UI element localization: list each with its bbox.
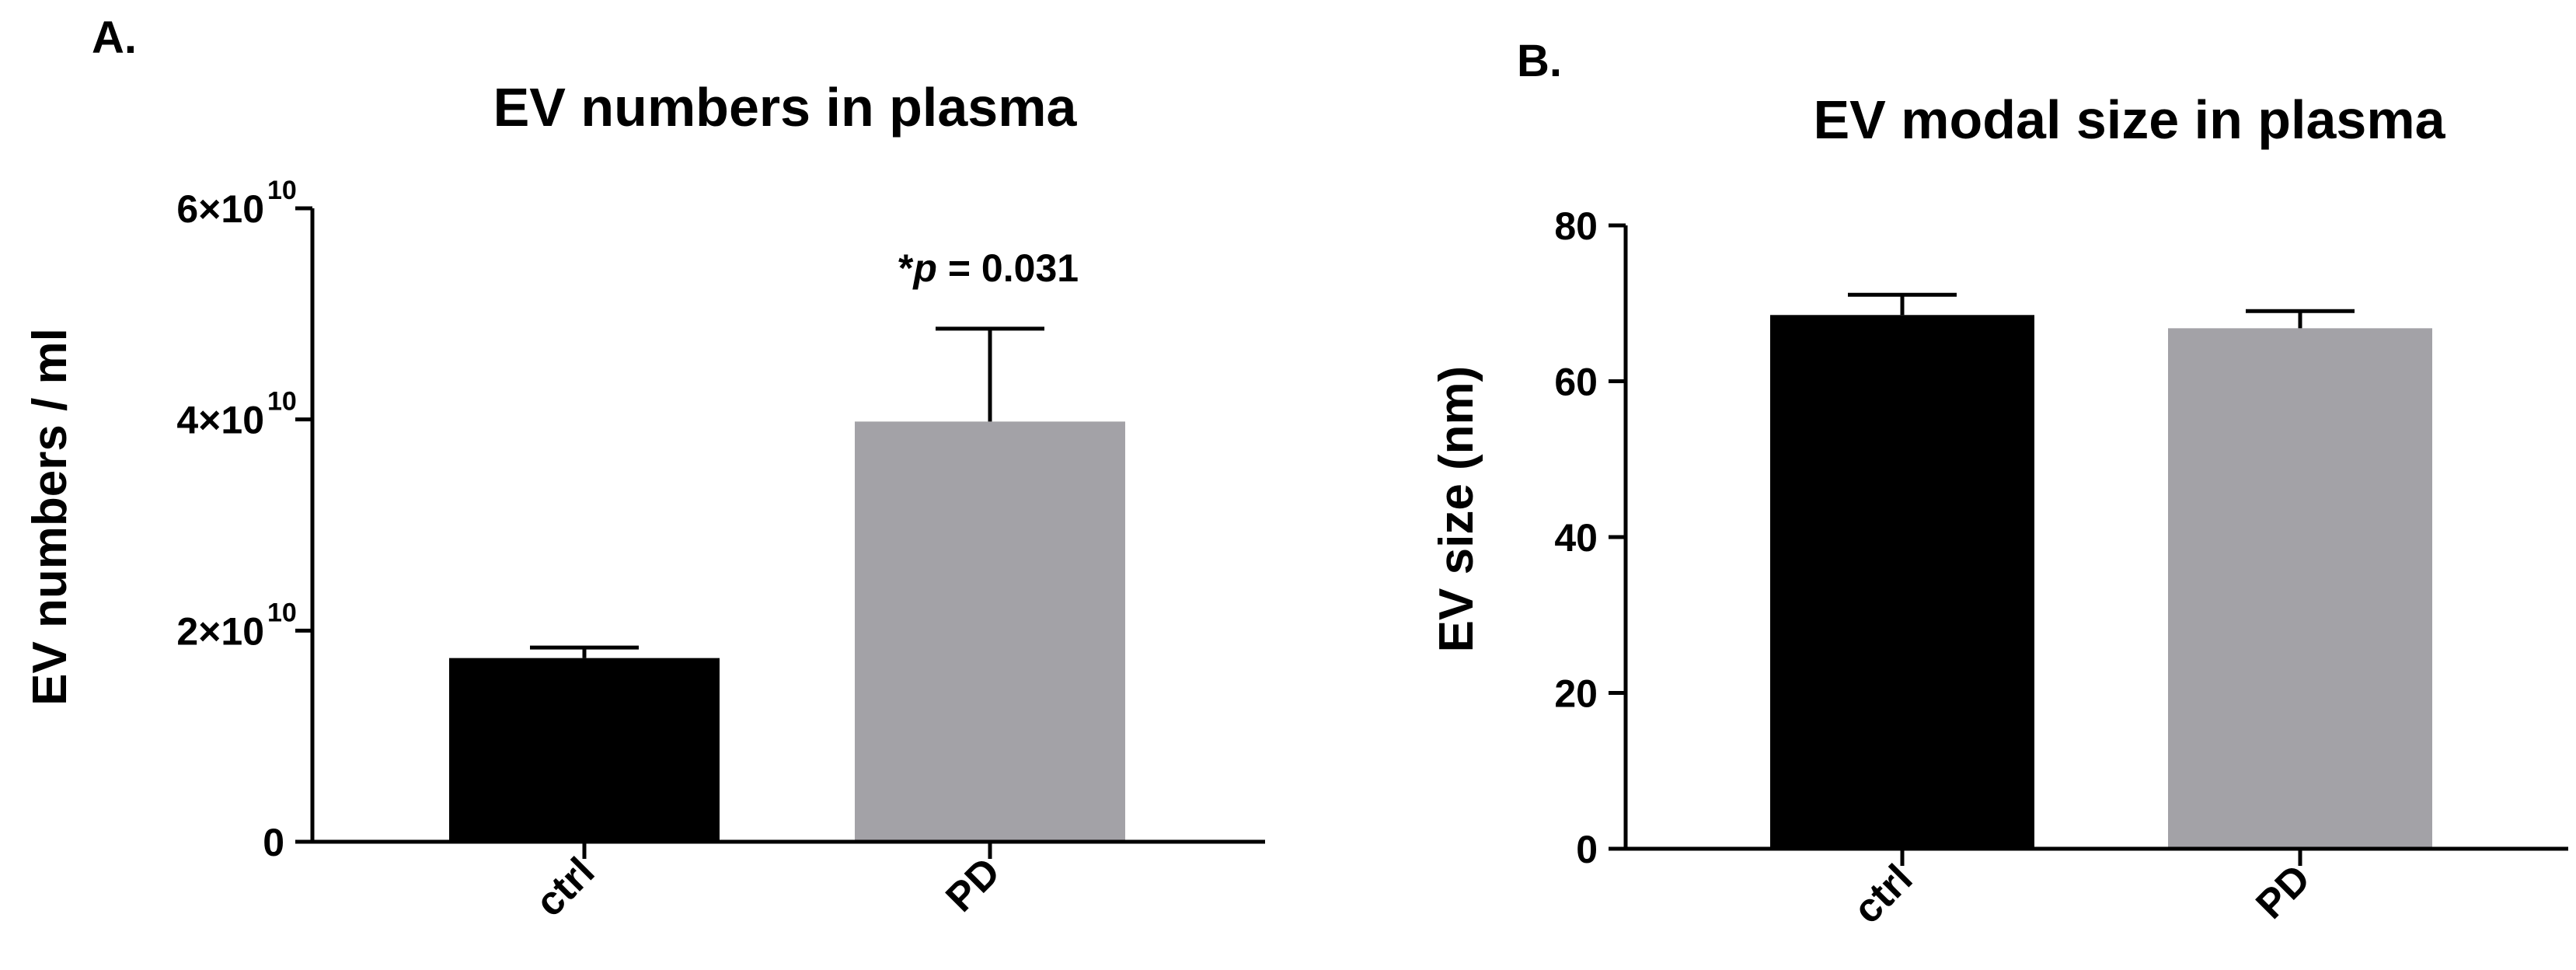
panel-label-a: A. [92,12,137,63]
chart-b-y-tick-label: 20 [1554,672,1598,716]
chart-a-significance-annotation: *p = 0.031 [898,246,1079,290]
chart-a-y-tick-label: 2×10 [176,609,264,653]
chart-b-bar-pd [2168,328,2432,850]
chart-b-bar-ctrl [1770,315,2034,850]
chart-a-y-tick-label: 4×10 [176,399,264,442]
chart-a-y-axis-label: EV numbers / ml [23,328,77,706]
chart-b-y-tick-label: 0 [1576,828,1598,871]
chart-a-bar-ctrl [449,658,720,842]
chart-b-y-axis-label: EV size (nm) [1430,366,1483,653]
panel-label-b: B. [1517,36,1562,86]
chart-a-y-tick-label: 0 [263,821,284,864]
chart-b-category-label-pd: PD [2247,856,2319,927]
chart-b-y-tick-label: 60 [1554,361,1598,404]
chart-a-bar-pd [855,421,1125,842]
chart-a-y-tick-label: 6×10 [176,187,264,231]
chart-a-category-label-ctrl: ctrl [527,849,603,925]
chart-b-y-tick-label: 80 [1554,204,1598,248]
chart-b-y-tick-label: 40 [1554,516,1598,560]
chart-a-category-label-pd: PD [937,849,1009,920]
chart-b-title: EV modal size in plasma [1813,89,2445,150]
chart-a-y-tick-exponent: 10 [267,387,297,417]
chart-b-plot: 0 20 40 60 80 ctrl PD [1554,204,2568,933]
chart-a-title: EV numbers in plasma [493,77,1078,138]
chart-b-category-label-ctrl: ctrl [1845,856,1921,932]
chart-a-y-tick-exponent: 10 [267,598,297,627]
chart-a-y-tick-exponent: 10 [267,176,297,205]
